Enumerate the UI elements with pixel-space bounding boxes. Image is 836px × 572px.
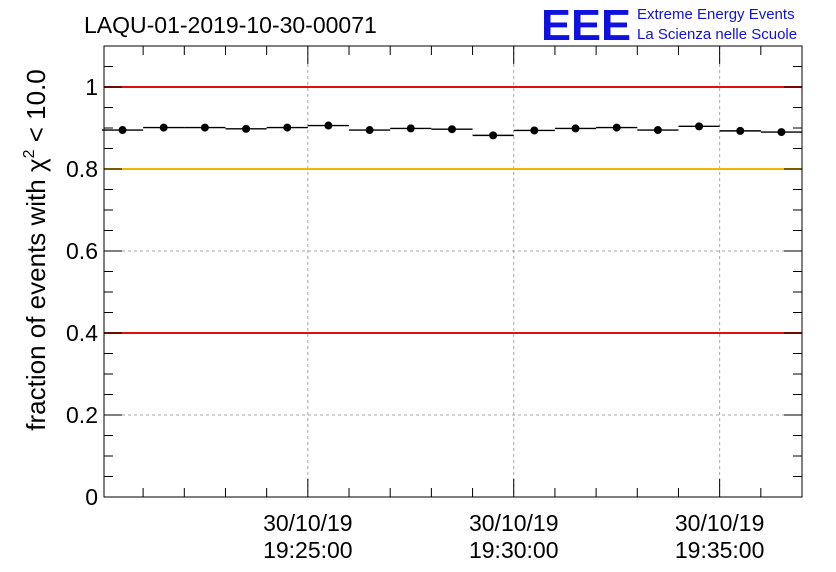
data-point: [324, 121, 333, 130]
data-point: [118, 126, 127, 135]
data-point: [365, 126, 374, 135]
x-tick-label-time: 19:25:00: [263, 537, 353, 563]
axes: [103, 45, 803, 498]
data-point: [200, 123, 209, 132]
x-tick-label-date: 30/10/19: [469, 510, 559, 536]
data-point: [406, 124, 415, 133]
y-axis-label-main: fraction of events with χ: [21, 158, 51, 431]
data-series: [101, 121, 802, 140]
data-point: [530, 126, 539, 135]
grid-lines: [104, 46, 802, 497]
data-point: [777, 128, 786, 137]
axis-ticks: 00.20.40.60.8130/10/1919:25:0030/10/1919…: [66, 45, 803, 563]
data-point: [695, 122, 704, 131]
plot-frame: [103, 45, 803, 498]
y-tick-label: 1: [85, 74, 98, 100]
data-point: [159, 123, 168, 132]
x-tick-label-time: 19:30:00: [469, 537, 559, 563]
chart-title: LAQU-01-2019-10-30-00071: [84, 12, 377, 38]
data-point: [283, 123, 292, 132]
eee-logo: EEE Extreme Energy Events La Scienza nel…: [541, 1, 797, 50]
logo-text-line2: La Scienza nelle Scuole: [637, 26, 797, 43]
x-tick-label-date: 30/10/19: [263, 510, 353, 536]
y-tick-label: 0.8: [66, 156, 98, 182]
y-axis-label-tail: < 10.0: [21, 69, 51, 149]
y-tick-label: 0.4: [66, 320, 98, 346]
data-point: [447, 125, 456, 134]
logo-text-line1: Extreme Energy Events: [637, 6, 795, 23]
data-point: [242, 124, 251, 133]
x-tick-label-time: 19:35:00: [675, 537, 765, 563]
reference-lines: [104, 86, 802, 334]
y-tick-label: 0.2: [66, 402, 98, 428]
eee-logo-letters: EEE: [541, 1, 631, 50]
y-tick-label: 0.6: [66, 238, 98, 264]
y-axis-label-sup: 2: [21, 149, 38, 158]
data-point: [612, 123, 621, 132]
y-axis-label: fraction of events with χ2 < 10.0: [21, 69, 51, 430]
data-point: [736, 126, 745, 135]
y-tick-label: 0: [85, 484, 98, 510]
x-tick-label-date: 30/10/19: [675, 510, 765, 536]
data-point: [653, 126, 662, 135]
data-point: [489, 131, 498, 140]
data-point: [571, 124, 580, 133]
